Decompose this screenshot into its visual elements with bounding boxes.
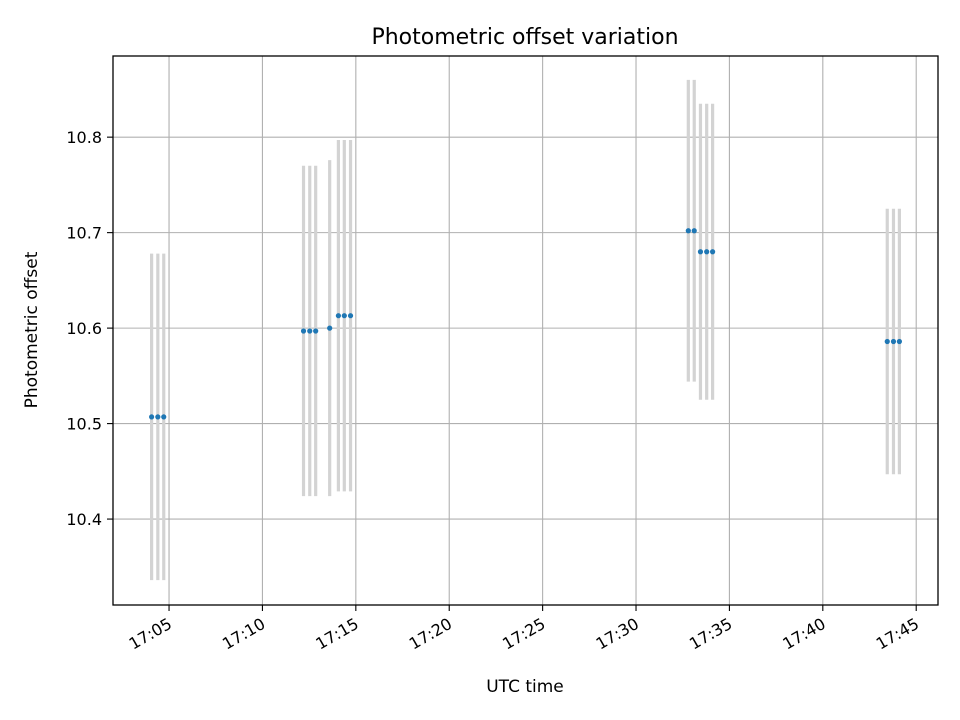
data-point (697, 249, 704, 255)
data-point (327, 325, 333, 331)
data-point (691, 228, 697, 234)
grid (113, 56, 938, 605)
chart-title: Photometric offset variation (371, 25, 678, 50)
y-tick-label: 10.7 (66, 224, 102, 243)
plot-frame (112, 55, 939, 606)
data-points (149, 228, 902, 420)
data-point (161, 414, 167, 420)
data-point (155, 414, 161, 420)
y-tick-label: 10.4 (66, 510, 102, 529)
data-point (335, 313, 341, 319)
data-point (307, 328, 313, 334)
data-point (149, 414, 155, 420)
y-axis-label: Photometric offset (22, 251, 42, 408)
data-point (896, 338, 902, 345)
y-tick-label: 10.8 (66, 128, 102, 147)
y-tick-label: 10.5 (66, 415, 102, 434)
data-point (341, 313, 347, 319)
data-point (685, 228, 691, 234)
data-point (710, 249, 716, 255)
data-point (313, 328, 319, 334)
x-axis-label: UTC time (486, 677, 564, 697)
data-point (704, 249, 710, 255)
data-point (884, 338, 890, 345)
data-point (347, 313, 354, 319)
y-tick-label: 10.6 (66, 319, 102, 338)
data-point (890, 338, 897, 345)
data-point (300, 328, 307, 334)
